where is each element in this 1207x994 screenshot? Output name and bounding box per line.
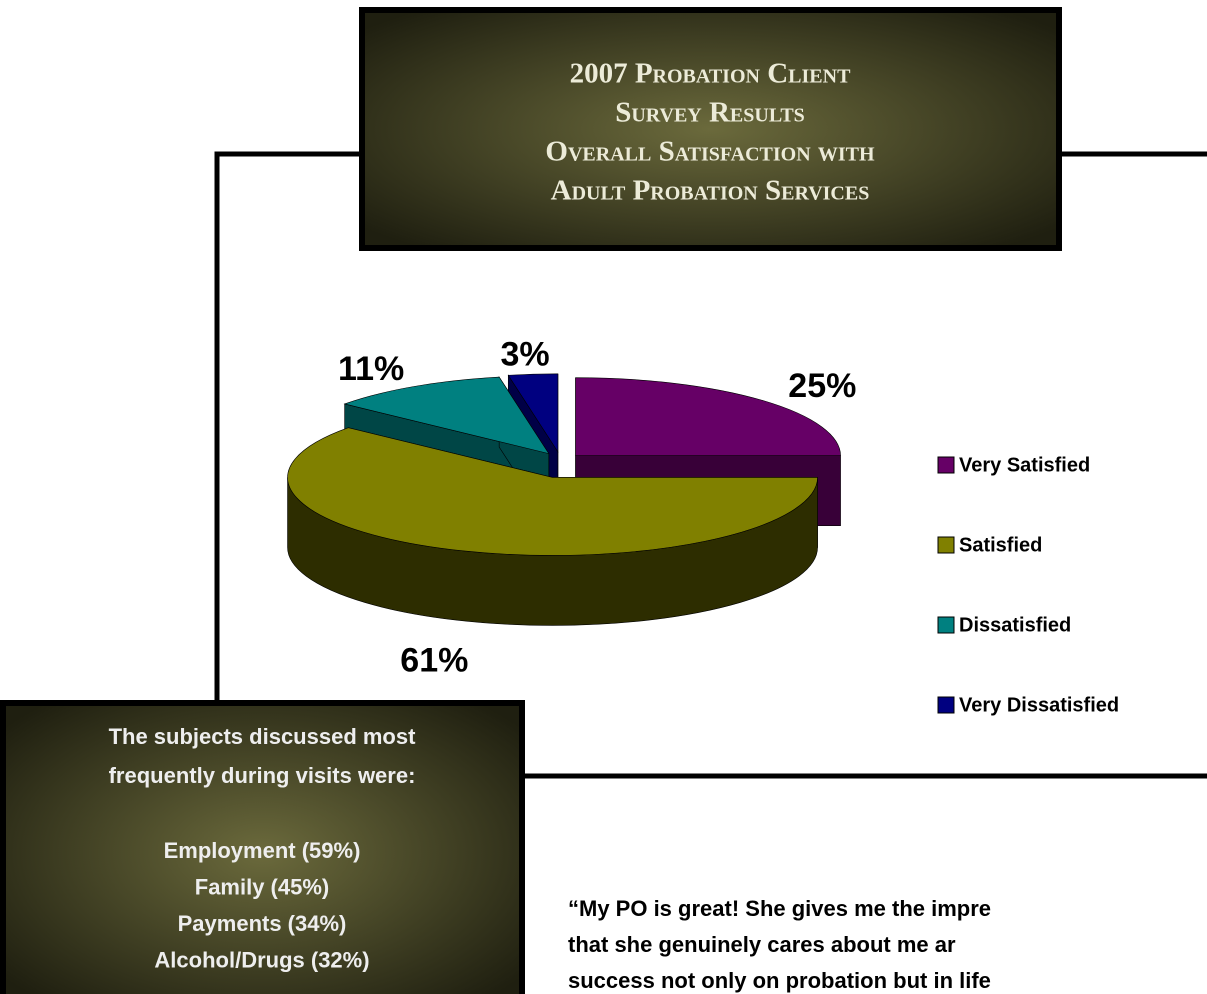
sidebar-heading: The subjects discussed most frequently du… xyxy=(109,724,417,788)
chart-title: Overall Satisfaction with xyxy=(545,136,875,168)
data-label: 3% xyxy=(501,335,550,373)
pie-slice xyxy=(287,427,818,556)
sidebar-box xyxy=(0,700,525,994)
chart-title: Adult Probation Services xyxy=(551,175,870,207)
sidebar-item: Employment (59%) xyxy=(164,838,361,863)
legend-swatch xyxy=(937,536,955,554)
pie-slice xyxy=(507,373,559,453)
legend-swatch xyxy=(937,456,955,474)
legend-swatch xyxy=(937,696,955,714)
quote-line: success not only on probation but in lif… xyxy=(568,968,991,993)
legend-label: Very Satisfied xyxy=(959,454,1090,476)
sidebar-item: Payments (34%) xyxy=(178,911,347,936)
sidebar-item: Family (45%) xyxy=(195,874,330,899)
pie-slice xyxy=(343,376,550,455)
legend-label: Dissatisfied xyxy=(959,614,1071,636)
data-label: 25% xyxy=(788,367,856,405)
data-label: 11% xyxy=(338,350,404,388)
legend-label: Satisfied xyxy=(959,534,1042,556)
quote-line: “My PO is great! She gives me the impre xyxy=(568,896,991,921)
pie-slice xyxy=(575,377,841,456)
chart-title: 2007 Probation Client xyxy=(570,58,851,90)
sidebar-item: Alcohol/Drugs (32%) xyxy=(154,947,369,972)
legend-swatch xyxy=(937,616,955,634)
quote-line: that she genuinely cares about me ar xyxy=(568,932,956,957)
pie xyxy=(287,373,841,626)
chart-title: Survey Results xyxy=(615,97,805,129)
title-box xyxy=(359,7,1062,251)
data-label: 61% xyxy=(400,642,468,680)
legend-label: Very Dissatisfied xyxy=(959,694,1119,716)
